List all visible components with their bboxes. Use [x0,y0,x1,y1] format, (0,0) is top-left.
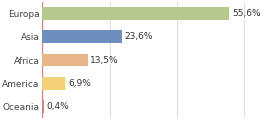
Bar [42,54,88,66]
Text: 55,6%: 55,6% [232,9,261,18]
Bar [42,100,44,113]
Bar [42,30,122,43]
Bar [42,77,66,90]
Text: 0,4%: 0,4% [46,102,69,111]
Text: 6,9%: 6,9% [68,79,91,88]
Bar [42,7,229,20]
Text: 13,5%: 13,5% [90,55,119,65]
Text: 23,6%: 23,6% [124,32,153,41]
